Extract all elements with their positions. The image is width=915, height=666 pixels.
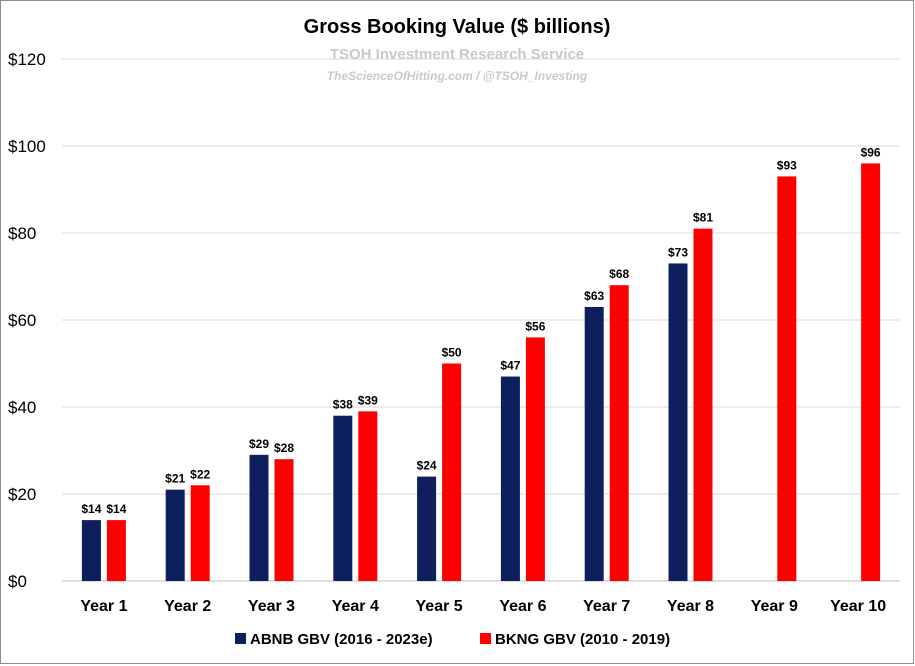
bar-bkng [442, 363, 462, 581]
x-tick-label: Year 6 [499, 598, 546, 615]
data-label-bkng: $50 [442, 346, 462, 360]
data-label-bkng: $68 [609, 267, 629, 281]
x-tick-label: Year 8 [667, 598, 714, 615]
legend: ABNB GBV (2016 - 2023e) BKNG GBV (2010 -… [235, 631, 670, 648]
bar-bkng [358, 411, 378, 581]
x-tick-label: Year 1 [80, 598, 127, 615]
bar-abnb [584, 306, 604, 581]
y-axis-ticks: $0 $20 $40 $60 $80 $100 $120 [8, 50, 46, 591]
bar-abnb [81, 520, 101, 581]
data-label-abnb: $63 [584, 289, 604, 303]
bar-bkng [693, 228, 713, 581]
x-tick-label: Year 7 [583, 598, 630, 615]
bar-bkng [190, 485, 210, 581]
data-label-abnb: $24 [417, 459, 437, 473]
bars [81, 163, 881, 581]
bar-bkng [777, 176, 797, 581]
x-tick-label: Year 10 [830, 598, 886, 615]
data-label-abnb: $47 [500, 359, 520, 373]
y-tick-label: $40 [8, 398, 36, 417]
bar-abnb [668, 263, 688, 581]
data-labels: $14 $14 $21 $22 $29 $28 $38 $39 $24 $50 $47 $56 $63 $… [81, 145, 881, 516]
legend-label-bkng: BKNG GBV (2010 - 2019) [495, 631, 670, 648]
y-tick-label: $20 [8, 485, 36, 504]
x-tick-label: Year 3 [248, 598, 295, 615]
y-tick-label: $0 [8, 572, 27, 591]
data-label-bkng: $96 [861, 145, 881, 159]
data-label-abnb: $21 [165, 472, 185, 486]
x-tick-label: Year 4 [332, 598, 379, 615]
bar-abnb [165, 489, 185, 581]
data-label-bkng: $93 [777, 158, 797, 172]
data-label-bkng: $81 [693, 211, 713, 225]
data-label-bkng: $14 [106, 502, 126, 516]
bar-abnb [249, 454, 269, 581]
x-tick-label: Year 5 [416, 598, 463, 615]
data-label-abnb: $29 [249, 437, 269, 451]
data-label-abnb: $38 [333, 398, 353, 412]
data-label-abnb: $14 [81, 502, 101, 516]
x-axis-ticks: Year 1 Year 2 Year 3 Year 4 Year 5 Year 6 Year… [80, 598, 886, 615]
chart-title: Gross Booking Value ($ billions) [304, 16, 611, 38]
bar-bkng [106, 520, 126, 581]
y-tick-label: $60 [8, 311, 36, 330]
x-tick-label: Year 2 [164, 598, 211, 615]
legend-label-abnb: ABNB GBV (2016 - 2023e) [250, 631, 433, 648]
y-tick-label: $80 [8, 224, 36, 243]
bar-abnb [500, 376, 520, 581]
chart-credit: TheScienceOfHitting.com / @TSOH_Investin… [327, 69, 588, 83]
data-label-abnb: $73 [668, 245, 688, 259]
legend-swatch-bkng [480, 633, 491, 644]
bar-bkng [525, 337, 545, 581]
chart-subtitle: TSOH Investment Research Service [330, 46, 584, 63]
bar-bkng [609, 285, 629, 581]
bar-bkng [861, 163, 881, 581]
y-tick-label: $100 [8, 137, 46, 156]
x-tick-label: Year 9 [751, 598, 798, 615]
bar-abnb [417, 476, 437, 581]
data-label-bkng: $28 [274, 441, 294, 455]
y-tick-label: $120 [8, 50, 46, 69]
data-label-bkng: $22 [190, 467, 210, 481]
bar-abnb [333, 415, 353, 581]
data-label-bkng: $56 [525, 319, 545, 333]
bar-bkng [274, 459, 294, 581]
legend-swatch-abnb [235, 633, 246, 644]
data-label-bkng: $39 [358, 393, 378, 407]
